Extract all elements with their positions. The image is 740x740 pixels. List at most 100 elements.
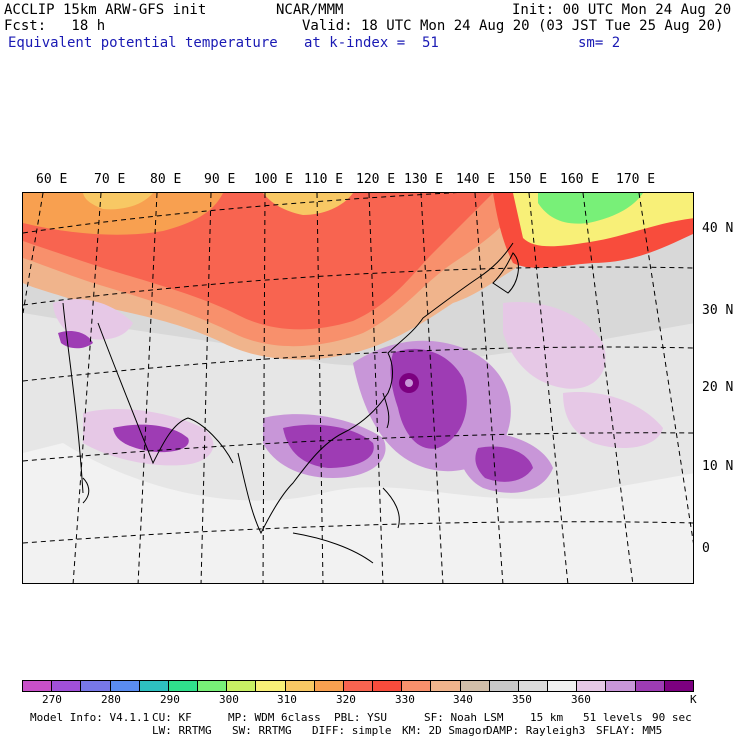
moist-region-pacific-east bbox=[563, 392, 663, 448]
colorbar-swatch bbox=[431, 681, 461, 691]
footer-item: CU: KF bbox=[152, 711, 192, 724]
northeast-green-band bbox=[538, 193, 643, 224]
colorbar-tick: 270 bbox=[42, 693, 62, 706]
graticule-line bbox=[23, 266, 693, 306]
footer-item: 51 levels bbox=[583, 711, 643, 724]
footer-item: LW: RRTMG bbox=[152, 724, 212, 737]
lon-label: 160 E bbox=[560, 172, 600, 187]
level-index: at k-index = 51 bbox=[304, 35, 439, 51]
graticule-line bbox=[23, 521, 693, 544]
init-time: Init: 00 UTC Mon 24 Aug 20 bbox=[512, 2, 732, 18]
lat-label: 40 N bbox=[702, 221, 734, 236]
lon-label: 140 E bbox=[456, 172, 496, 187]
colorbar-swatch bbox=[606, 681, 636, 691]
valid-time: Valid: 18 UTC Mon 24 Aug 20 (03 JST Tue … bbox=[302, 18, 724, 34]
graticule-line bbox=[23, 193, 44, 314]
colorbar-swatch bbox=[110, 681, 140, 691]
lon-label: 100 E bbox=[254, 172, 294, 187]
colorbar-tick: 330 bbox=[395, 693, 415, 706]
footer-item: PBL: YSU bbox=[334, 711, 387, 724]
graticule-line bbox=[23, 346, 693, 382]
footer-item: 15 km bbox=[530, 711, 564, 724]
coastline-philippines bbox=[382, 487, 400, 529]
coastline-japan bbox=[492, 252, 519, 294]
colorbar-swatch bbox=[168, 681, 199, 691]
lat-label: 30 N bbox=[702, 303, 734, 318]
coastline-taiwan bbox=[382, 392, 390, 429]
coastline bbox=[97, 322, 234, 465]
warm-band-orange-west bbox=[23, 193, 223, 235]
graticule-line bbox=[23, 193, 458, 234]
institution-label: NCAR/MMM bbox=[276, 2, 344, 18]
forecast-hour: Fcst: 18 h bbox=[4, 18, 106, 34]
colorbar-swatch bbox=[198, 681, 228, 691]
run-title: ACCLIP 15km ARW-GFS init bbox=[4, 2, 207, 18]
graticule-line bbox=[137, 193, 158, 583]
colorbar-swatch bbox=[489, 681, 519, 691]
colorbar-swatch bbox=[577, 681, 607, 691]
coastline-borneo bbox=[292, 532, 374, 564]
colorbar-swatch bbox=[518, 681, 549, 691]
lon-label: 170 E bbox=[616, 172, 656, 187]
lon-label: 60 E bbox=[36, 172, 68, 187]
lon-label: 130 E bbox=[404, 172, 444, 187]
colorbar-swatch bbox=[460, 681, 490, 691]
colorbar-swatch bbox=[23, 681, 53, 691]
field-name: Equivalent potential temperature bbox=[8, 35, 278, 51]
colorbar-tick: 340 bbox=[453, 693, 473, 706]
lat-label: 0 bbox=[702, 541, 710, 556]
moist-region-bay-core bbox=[113, 424, 189, 453]
lon-label: 120 E bbox=[356, 172, 396, 187]
graticule-line bbox=[368, 193, 384, 583]
colorbar-swatch bbox=[227, 681, 257, 691]
colorbar-tick: 290 bbox=[160, 693, 180, 706]
graticule-line bbox=[638, 193, 693, 544]
footer-item: 90 sec bbox=[652, 711, 692, 724]
graticule-line bbox=[474, 193, 504, 583]
lat-label: 20 N bbox=[702, 380, 734, 395]
graticule bbox=[23, 193, 693, 583]
graticule-line bbox=[528, 193, 569, 583]
equatorial-field bbox=[23, 443, 693, 583]
colorbar-swatch bbox=[256, 681, 286, 691]
colorbar-unit: K bbox=[690, 693, 697, 706]
graticule-line bbox=[420, 193, 444, 583]
moist-region-pacific-north bbox=[503, 302, 606, 389]
colorbar-tick: 310 bbox=[277, 693, 297, 706]
lat-label: 10 N bbox=[702, 459, 734, 474]
coastline bbox=[62, 302, 84, 494]
colorbar-swatch bbox=[664, 681, 693, 691]
graticule-line bbox=[262, 193, 266, 583]
colorbar-swatch bbox=[285, 681, 315, 691]
graticule-line bbox=[316, 193, 324, 583]
footer-item: SFLAY: MM5 bbox=[596, 724, 663, 737]
colorbar-tick: 350 bbox=[512, 693, 532, 706]
lon-label: 90 E bbox=[204, 172, 236, 187]
theta-e-map bbox=[22, 192, 694, 584]
coastline bbox=[237, 242, 514, 535]
footer-item: DIFF: simple bbox=[312, 724, 392, 737]
footer-item: Model Info: V4.1.1 bbox=[30, 711, 150, 724]
footer-item: DAMP: Rayleigh3 bbox=[486, 724, 586, 737]
colorbar-tick: 320 bbox=[336, 693, 356, 706]
graticule-line bbox=[200, 193, 212, 583]
coastline-srilanka bbox=[82, 477, 90, 504]
colorbar-swatch bbox=[548, 681, 578, 691]
lon-label: 80 E bbox=[150, 172, 182, 187]
colorbar-swatch bbox=[139, 681, 169, 691]
lon-label: 150 E bbox=[508, 172, 548, 187]
lon-label: 70 E bbox=[94, 172, 126, 187]
footer-item: MP: WDM 6class bbox=[228, 711, 321, 724]
colorbar-swatch bbox=[635, 681, 665, 691]
colorbar-tick: 300 bbox=[219, 693, 239, 706]
colorbar-swatch bbox=[81, 681, 111, 691]
graticule-line bbox=[582, 193, 634, 583]
footer-item: KM: 2D Smagor bbox=[402, 724, 489, 737]
colorbar-tick: 280 bbox=[101, 693, 121, 706]
footer-item: SF: Noah LSM bbox=[424, 711, 504, 724]
colorbar-tick: 360 bbox=[571, 693, 591, 706]
moist-region-east-core bbox=[475, 446, 533, 482]
smoothing-label: sm= 2 bbox=[578, 35, 621, 51]
typhoon-eye bbox=[405, 379, 413, 387]
warm-band-yellow-mid bbox=[263, 193, 353, 215]
